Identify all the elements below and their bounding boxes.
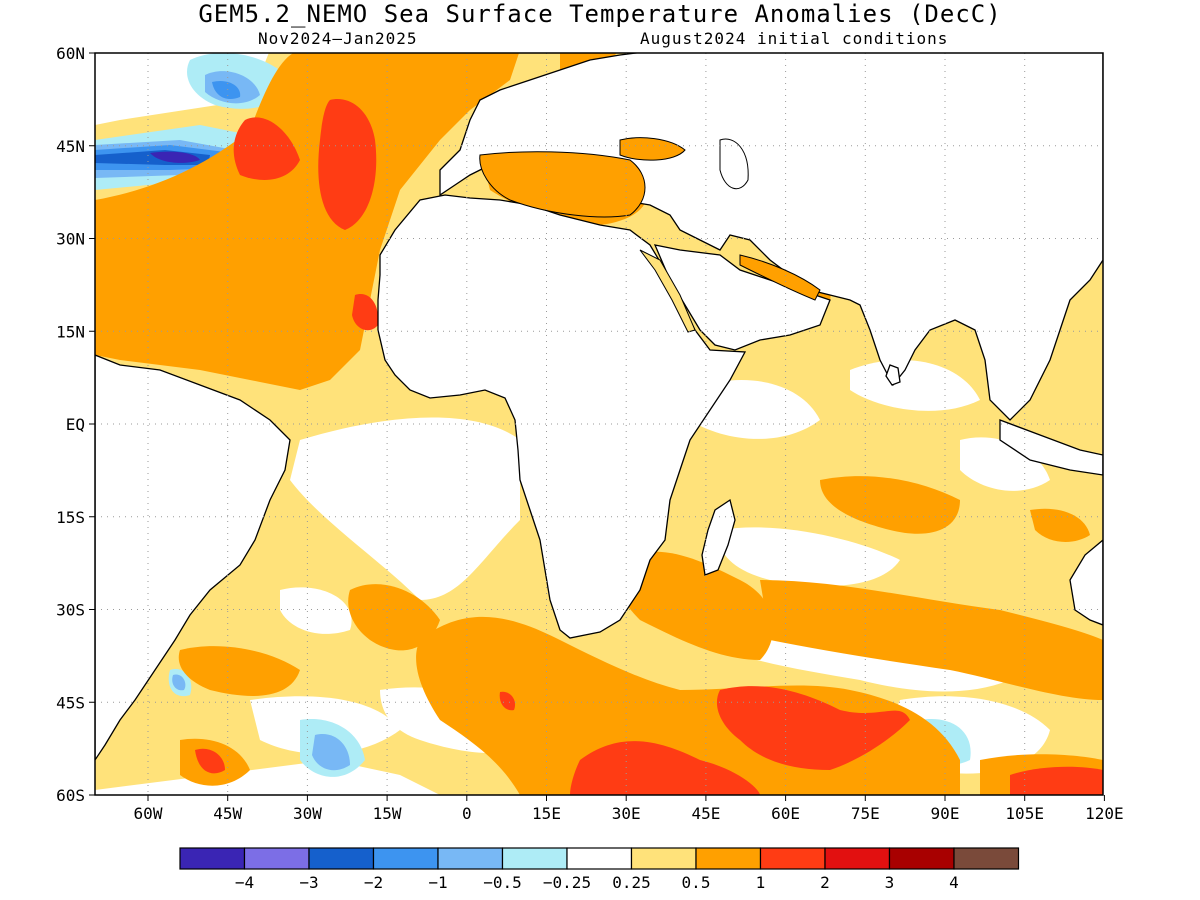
lon-label: 60W bbox=[134, 804, 163, 823]
grid-lines bbox=[95, 53, 1103, 795]
colorbar bbox=[179, 847, 1020, 870]
colorbar-swatch bbox=[630, 847, 697, 870]
land-mask bbox=[95, 53, 1103, 762]
lat-label: 15N bbox=[56, 322, 85, 341]
colorbar-swatch bbox=[953, 847, 1020, 870]
lon-label: 45E bbox=[691, 804, 720, 823]
forecast-period: Nov2024–Jan2025 bbox=[258, 29, 418, 48]
colorbar-swatch bbox=[179, 847, 246, 870]
colorbar-tick-label: −1 bbox=[428, 873, 447, 892]
colorbar-swatch bbox=[372, 847, 439, 870]
lon-label: 75E bbox=[851, 804, 880, 823]
colorbar-tick-label: −3 bbox=[299, 873, 318, 892]
lat-label: 60N bbox=[56, 44, 85, 63]
axis-ticks bbox=[89, 52, 1105, 801]
lon-label: 105E bbox=[1005, 804, 1044, 823]
colorbar-labels: −4 −3 −2 −1 −0.5 −0.25 0.25 0.5 1 2 3 4 bbox=[235, 873, 959, 892]
colorbar-swatch bbox=[824, 847, 891, 870]
colorbar-tick-label: −0.5 bbox=[483, 873, 522, 892]
longitude-labels: 60W 45W 30W 15W 0 15E 30E 45E 60E 75E 90E 105E 120E bbox=[134, 804, 1124, 823]
lon-label: 15W bbox=[373, 804, 402, 823]
latitude-labels: 60N 45N 30N 15N EQ 15S 30S 45S 60S bbox=[56, 44, 85, 805]
colorbar-swatch bbox=[308, 847, 375, 870]
colorbar-swatch bbox=[437, 847, 504, 870]
lat-label: 60S bbox=[56, 786, 85, 805]
colorbar-swatch bbox=[566, 847, 633, 870]
lon-label: 45W bbox=[213, 804, 242, 823]
colorbar-tick-label: 0.5 bbox=[682, 873, 711, 892]
lon-label: 30E bbox=[612, 804, 641, 823]
anomaly-field bbox=[95, 53, 1103, 795]
colorbar-tick-label: −4 bbox=[235, 873, 254, 892]
lat-label: 30N bbox=[56, 230, 85, 249]
lat-label: 15S bbox=[56, 508, 85, 527]
colorbar-tick-label: −2 bbox=[364, 873, 383, 892]
colorbar-swatch bbox=[695, 847, 762, 870]
colorbar-tick-label: 0.25 bbox=[612, 873, 651, 892]
colorbar-swatch bbox=[888, 847, 955, 870]
colorbar-tick-label: 4 bbox=[949, 873, 959, 892]
lon-label: 90E bbox=[931, 804, 960, 823]
lon-label: 120E bbox=[1085, 804, 1124, 823]
lon-label: 0 bbox=[462, 804, 472, 823]
lat-label: 30S bbox=[56, 601, 85, 620]
lat-label: 45N bbox=[56, 137, 85, 156]
colorbar-swatch bbox=[759, 847, 826, 870]
colorbar-tick-label: 2 bbox=[820, 873, 830, 892]
lat-label: 45S bbox=[56, 693, 85, 712]
lon-label: 15E bbox=[532, 804, 561, 823]
colorbar-tick-label: 3 bbox=[885, 873, 895, 892]
colorbar-swatch bbox=[501, 847, 568, 870]
lon-label: 30W bbox=[293, 804, 322, 823]
map-title: GEM5.2_NEMO Sea Surface Temperature Anom… bbox=[198, 0, 1002, 28]
colorbar-tick-label: 1 bbox=[756, 873, 766, 892]
initial-conditions: August2024 initial conditions bbox=[640, 29, 949, 48]
lon-label: 60E bbox=[771, 804, 800, 823]
colorbar-swatch bbox=[243, 847, 310, 870]
lat-label: EQ bbox=[66, 415, 85, 434]
colorbar-tick-label: −0.25 bbox=[543, 873, 591, 892]
